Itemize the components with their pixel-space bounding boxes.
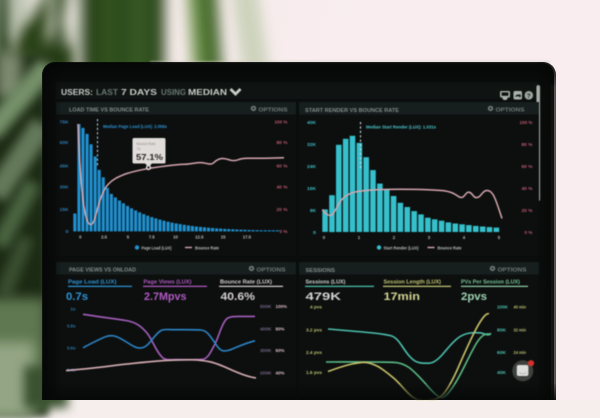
svg-text:100K: 100K xyxy=(497,305,508,310)
svg-text:75K: 75K xyxy=(60,119,70,124)
svg-text:2.5: 2.5 xyxy=(101,235,108,240)
svg-text:80K: 80K xyxy=(497,328,506,333)
svg-text:Start Render (LUX): Start Render (LUX) xyxy=(384,246,419,251)
svg-text:40 min: 40 min xyxy=(514,305,527,310)
svg-text:40K: 40K xyxy=(307,120,317,125)
svg-text:80 %: 80 % xyxy=(522,142,533,147)
svg-text:17min: 17min xyxy=(384,291,421,303)
svg-text:8K: 8K xyxy=(310,208,317,213)
svg-text:100 %: 100 % xyxy=(275,119,288,124)
svg-text:LAST: LAST xyxy=(96,88,118,97)
svg-text:4 pvs: 4 pvs xyxy=(310,305,323,310)
svg-text:24 min: 24 min xyxy=(514,350,527,355)
svg-text:2.7Mpvs: 2.7Mpvs xyxy=(144,291,187,303)
svg-text:40 %: 40 % xyxy=(522,186,533,191)
svg-text:Bounce Rate: Bounce Rate xyxy=(195,246,219,251)
svg-text:200K: 200K xyxy=(260,371,272,376)
svg-text:479K: 479K xyxy=(306,291,342,303)
svg-text:OPTIONS: OPTIONS xyxy=(496,108,526,114)
svg-text:17.5: 17.5 xyxy=(243,235,252,240)
svg-text:400K: 400K xyxy=(260,327,272,332)
svg-text:0 %: 0 % xyxy=(525,230,533,235)
svg-text:OPTIONS: OPTIONS xyxy=(498,268,528,274)
svg-text:60K: 60K xyxy=(60,140,70,145)
svg-text:0.6s: 0.6s xyxy=(67,346,76,351)
svg-text:2pvs: 2pvs xyxy=(461,291,487,303)
svg-text:7s: 7s xyxy=(137,147,141,151)
svg-text:Sessions (LUX): Sessions (LUX) xyxy=(306,279,346,285)
svg-text:60%: 60% xyxy=(276,348,285,353)
svg-text:?: ? xyxy=(527,94,531,100)
svg-text:0: 0 xyxy=(66,229,70,234)
svg-text:Page Load (LUX): Page Load (LUX) xyxy=(68,279,117,285)
svg-text:12.5: 12.5 xyxy=(195,235,204,240)
svg-text:MEDIAN: MEDIAN xyxy=(188,88,227,97)
svg-text:Page Load (LUX): Page Load (LUX) xyxy=(142,246,172,251)
svg-text:4: 4 xyxy=(463,235,466,240)
svg-text:START RENDER VS BOUNCE RATE: START RENDER VS BOUNCE RATE xyxy=(305,108,400,114)
svg-text:20 %: 20 % xyxy=(277,207,288,212)
svg-text:15: 15 xyxy=(221,235,226,240)
svg-text:0.7s: 0.7s xyxy=(66,291,88,303)
svg-text:60K: 60K xyxy=(497,350,506,355)
svg-text:PVs Per Session (LUX): PVs Per Session (LUX) xyxy=(461,279,520,285)
svg-text:LOAD TIME VS BOUNCE RATE: LOAD TIME VS BOUNCE RATE xyxy=(69,108,150,114)
svg-text:2: 2 xyxy=(393,235,396,240)
svg-text:3.2 pvs: 3.2 pvs xyxy=(306,328,323,333)
svg-text:Session Length (LUX): Session Length (LUX) xyxy=(384,279,442,285)
svg-text:2.4 pvs: 2.4 pvs xyxy=(306,350,323,355)
svg-text:300K: 300K xyxy=(260,348,272,353)
svg-text:0: 0 xyxy=(313,230,317,235)
svg-text:57.1%: 57.1% xyxy=(136,152,163,162)
svg-text:0 %: 0 % xyxy=(280,229,288,234)
svg-text:5: 5 xyxy=(498,235,501,240)
svg-text:Bounce Rate: Bounce Rate xyxy=(137,142,156,146)
svg-text:PAGE VIEWS VS ONLOAD: PAGE VIEWS VS ONLOAD xyxy=(69,268,136,274)
svg-text:1.6 pvs: 1.6 pvs xyxy=(306,370,323,375)
svg-text:40.6%: 40.6% xyxy=(221,291,256,303)
svg-text:Median Page Load (LUX): 2.056s: Median Page Load (LUX): 2.056s xyxy=(103,124,168,129)
svg-text:0.8s: 0.8s xyxy=(67,324,76,329)
svg-text:80 %: 80 % xyxy=(277,140,288,145)
svg-text:40%: 40% xyxy=(276,371,285,376)
svg-text:100%: 100% xyxy=(276,304,288,309)
svg-text:40K: 40K xyxy=(497,370,506,375)
svg-text:32K: 32K xyxy=(307,142,317,147)
svg-text:Median Start Render (LUX): 1.0: Median Start Render (LUX): 1.031s xyxy=(366,125,437,130)
svg-text:80%: 80% xyxy=(276,327,285,332)
svg-text:32 min: 32 min xyxy=(514,328,527,333)
svg-text:1: 1 xyxy=(358,235,361,240)
svg-text:USING: USING xyxy=(161,88,186,97)
svg-text:45K: 45K xyxy=(60,163,70,168)
svg-text:40 %: 40 % xyxy=(277,185,288,190)
svg-text:30K: 30K xyxy=(60,185,70,190)
svg-text:Bounce Rate: Bounce Rate xyxy=(438,246,462,251)
svg-text:3: 3 xyxy=(428,235,431,240)
svg-text:5: 5 xyxy=(127,235,130,240)
svg-text:20 %: 20 % xyxy=(522,208,533,213)
svg-text:OPTIONS: OPTIONS xyxy=(259,108,289,114)
svg-text:100 %: 100 % xyxy=(520,120,533,125)
svg-text:15K: 15K xyxy=(60,207,70,212)
svg-text:10: 10 xyxy=(173,235,178,240)
svg-text:Page Views (LUX): Page Views (LUX) xyxy=(144,279,192,285)
svg-text:0: 0 xyxy=(323,235,326,240)
svg-text:16K: 16K xyxy=(307,186,317,191)
svg-text:1s: 1s xyxy=(71,307,77,312)
svg-text:500K: 500K xyxy=(260,304,272,309)
svg-text:60 %: 60 % xyxy=(522,164,533,169)
svg-text:USERS:: USERS: xyxy=(61,88,93,97)
svg-text:OPTIONS: OPTIONS xyxy=(257,268,287,274)
svg-text:24K: 24K xyxy=(307,164,317,169)
svg-text:0: 0 xyxy=(79,235,82,240)
svg-text:60 %: 60 % xyxy=(277,163,288,168)
svg-text:SESSIONS: SESSIONS xyxy=(306,268,336,274)
svg-text:7.5: 7.5 xyxy=(149,235,156,240)
svg-text:Bounce Rate (LUX): Bounce Rate (LUX) xyxy=(220,279,272,285)
svg-text:7 DAYS: 7 DAYS xyxy=(121,88,158,97)
